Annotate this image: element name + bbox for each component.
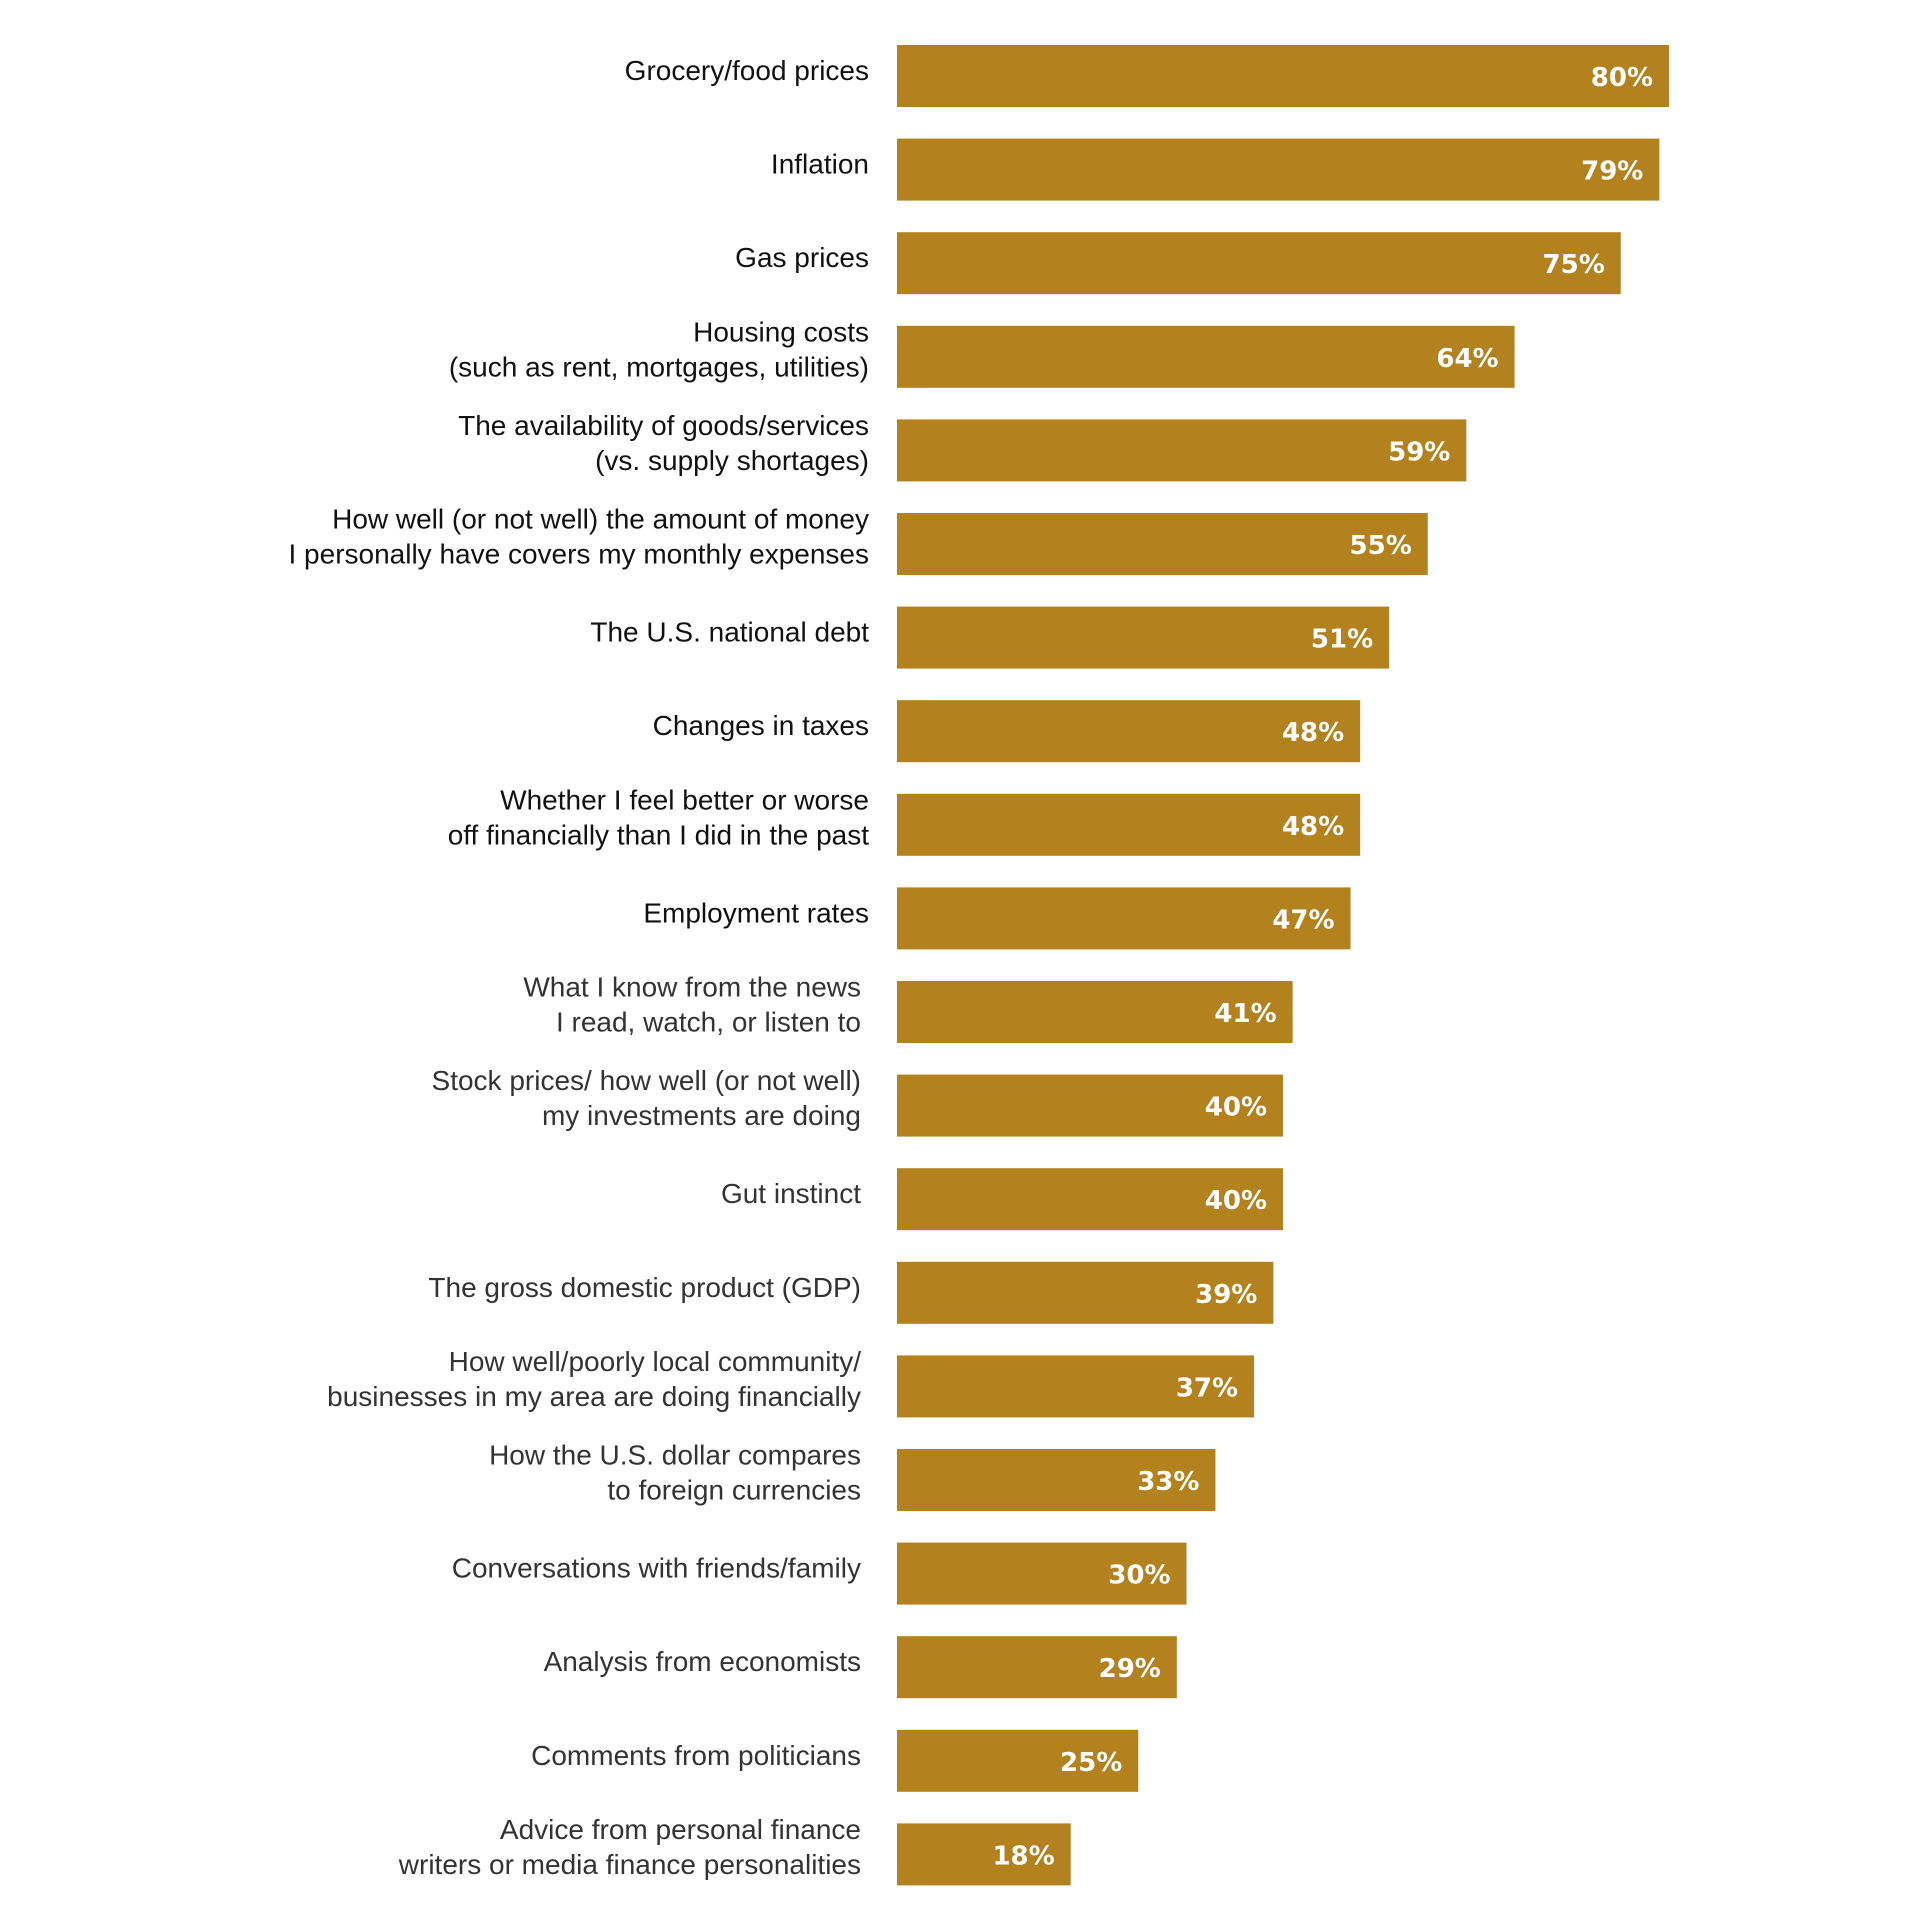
data-label: 29%: [1099, 1654, 1161, 1684]
category-label: How the U.S. dollar compares: [489, 1440, 861, 1471]
data-label: 37%: [1176, 1373, 1238, 1403]
data-label: 41%: [1214, 999, 1276, 1029]
bar: [897, 45, 1669, 107]
bar-group: 48% Whether I feel better or worse off fin…: [448, 784, 1361, 856]
data-label: 18%: [992, 1841, 1054, 1871]
category-label: writers or media finance personalities: [398, 1849, 861, 1880]
category-label: to foreign currencies: [607, 1475, 861, 1506]
category-label: The gross domestic product (GDP): [428, 1272, 861, 1303]
bar-group: 75% Gas prices: [735, 232, 1621, 295]
category-label: The availability of goods/services: [458, 410, 869, 441]
category-label: Comments from politicians: [531, 1740, 861, 1771]
bar-group: 55% How well (or not well) the amount of …: [289, 504, 1428, 575]
bar-group: 47% Employment rates: [643, 887, 1351, 950]
category-label: How well/poorly local community/: [449, 1346, 862, 1377]
data-label: 33%: [1137, 1467, 1199, 1497]
bar: [897, 793, 1361, 856]
data-label: 79%: [1581, 157, 1643, 187]
bar: [897, 232, 1621, 295]
bar-group: 80% Grocery/food prices: [625, 45, 1669, 107]
bar: [897, 887, 1351, 950]
data-label: 55%: [1350, 531, 1412, 561]
data-label: 39%: [1195, 1280, 1257, 1310]
bar: [897, 1449, 1216, 1511]
category-label: Employment rates: [643, 897, 869, 928]
category-label: Stock prices/ how well (or not well): [432, 1065, 861, 1096]
bar-group: 33% How the U.S. dollar compares to foreig…: [489, 1440, 1216, 1511]
data-label: 48%: [1282, 718, 1344, 748]
bar: [897, 700, 1361, 763]
category-label: How well (or not well) the amount of mon…: [332, 504, 869, 535]
bar: [897, 325, 1515, 388]
bar: [897, 419, 1467, 482]
data-label: 51%: [1311, 625, 1373, 655]
bar-group: 39% The gross domestic product (GDP): [428, 1261, 1274, 1324]
bar: [897, 1261, 1274, 1324]
category-label: Gut instinct: [721, 1178, 861, 1209]
data-label: 25%: [1060, 1748, 1122, 1778]
bar-group: 48% Changes in taxes: [653, 700, 1361, 763]
category-label: I personally have covers my monthly expe…: [289, 539, 870, 570]
bar: [897, 1074, 1283, 1137]
category-label: What I know from the news: [523, 972, 861, 1003]
data-label: 47%: [1272, 905, 1334, 935]
data-label: 40%: [1205, 1093, 1267, 1123]
category-label: Inflation: [771, 149, 869, 180]
bar: [897, 1729, 1139, 1792]
bar-group: 40% Stock prices/ how well (or not well) m…: [432, 1065, 1283, 1137]
bar-group: 18% Advice from personal finance writers o…: [398, 1814, 1071, 1886]
bar-group: 64% Housing costs (such as rent, mortgages…: [449, 316, 1515, 388]
category-label: I read, watch, or listen to: [556, 1007, 861, 1038]
bar: [897, 138, 1660, 201]
category-label: Whether I feel better or worse: [500, 784, 869, 815]
category-label: Changes in taxes: [653, 710, 869, 741]
bar-group: 79% Inflation: [771, 138, 1660, 201]
category-label: (vs. supply shortages): [595, 445, 869, 476]
category-label: Analysis from economists: [544, 1646, 861, 1677]
category-label: Grocery/food prices: [625, 55, 869, 86]
bar: [897, 1636, 1177, 1699]
data-label: 59%: [1388, 437, 1450, 467]
category-label: Conversations with friends/family: [452, 1553, 861, 1584]
category-label: The U.S. national debt: [590, 617, 869, 648]
bar: [897, 606, 1390, 669]
bar-group: 40% Gut instinct: [721, 1168, 1283, 1231]
bar: [897, 1542, 1187, 1605]
category-label: businesses in my area are doing financia…: [327, 1381, 861, 1412]
data-label: 30%: [1108, 1561, 1170, 1591]
bar-group: 51% The U.S. national debt: [590, 606, 1390, 669]
data-label: 64%: [1436, 344, 1498, 374]
category-label: Advice from personal finance: [500, 1814, 861, 1845]
bar-group: 59% The availability of goods/services (vs…: [458, 410, 1467, 482]
bar: [897, 513, 1428, 575]
bar-group: 30% Conversations with friends/family: [452, 1542, 1187, 1605]
bar: [897, 1823, 1071, 1886]
data-label: 80%: [1591, 63, 1653, 93]
bar-group: 37% How well/poorly local community/busin…: [327, 1346, 1255, 1418]
category-label: (such as rent, mortgages, utilities): [449, 351, 869, 382]
category-label: Housing costs: [693, 316, 869, 347]
bar: [897, 1355, 1255, 1418]
category-label: Gas prices: [735, 242, 869, 273]
data-label: 75%: [1543, 250, 1605, 280]
category-label: off financially than I did in the past: [448, 819, 870, 850]
data-label: 40%: [1205, 1186, 1267, 1216]
bar: [897, 1168, 1283, 1231]
bar-group: 25% Comments from politicians: [531, 1729, 1139, 1792]
bar-group: 41% What I know from the news I read, watc…: [523, 972, 1293, 1043]
category-label: my investments are doing: [542, 1100, 861, 1131]
bar: [897, 981, 1293, 1043]
bar-group: 29% Analysis from economists: [544, 1636, 1177, 1699]
data-label: 48%: [1282, 812, 1344, 842]
